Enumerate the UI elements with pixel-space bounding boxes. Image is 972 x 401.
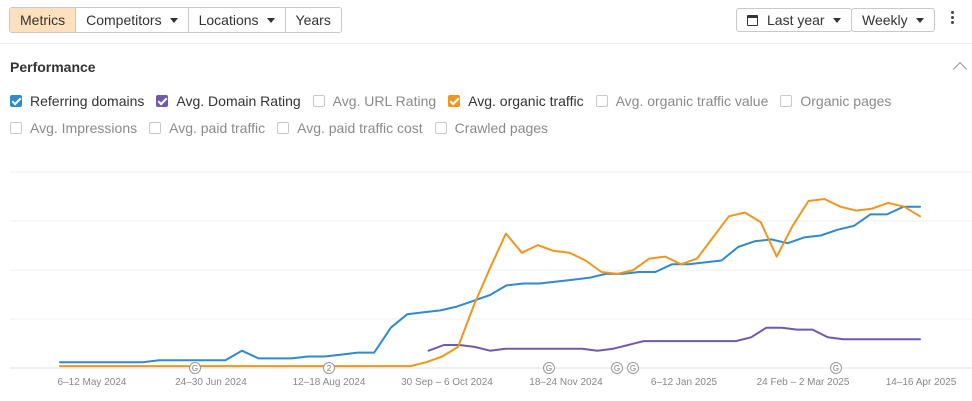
metrics-row-2: Avg. Impressions Avg. paid traffic Avg. pa… bbox=[10, 120, 560, 136]
tab-locations[interactable]: Locations bbox=[188, 8, 286, 32]
tab-competitors[interactable]: Competitors bbox=[76, 8, 189, 32]
checkbox-unchecked-icon[interactable] bbox=[149, 122, 162, 134]
event-marker bbox=[611, 362, 623, 374]
performance-chart: 6–12 May 2024 24–30 Jun 2024 12–18 Aug 202… bbox=[10, 171, 972, 388]
event-marker bbox=[323, 362, 335, 374]
checkbox-unchecked-icon[interactable] bbox=[780, 95, 793, 107]
event-marker-label: G bbox=[630, 364, 636, 373]
metric-label: Referring domains bbox=[30, 93, 145, 109]
metric-toggle-avg-domain-rating[interactable]: Avg. Domain Rating bbox=[156, 93, 301, 109]
metric-label: Avg. organic traffic value bbox=[615, 93, 769, 109]
period-label: Last year bbox=[767, 12, 825, 28]
chevron-down-icon bbox=[266, 17, 275, 23]
metric-toggle-organic-pages[interactable]: Organic pages bbox=[780, 93, 891, 109]
x-tick-label: 6–12 May 2024 bbox=[58, 377, 127, 388]
metric-toggle-referring-domains[interactable]: Referring domains bbox=[10, 93, 144, 109]
metric-toggle-avg-impressions[interactable]: Avg. Impressions bbox=[10, 120, 137, 136]
event-marker-label: G bbox=[833, 364, 839, 373]
metric-label: Organic pages bbox=[800, 93, 892, 109]
tab-years-label: Years bbox=[295, 12, 331, 28]
x-tick-label: 24 Feb – 2 Mar 2025 bbox=[757, 377, 850, 388]
x-tick-label: 12–18 Aug 2024 bbox=[293, 377, 366, 388]
metrics-row-1: Referring domains Avg. Domain Rating Avg. … bbox=[10, 93, 903, 109]
toolbar: Metrics Competitors Locations Years Last… bbox=[0, 0, 972, 44]
event-marker bbox=[189, 362, 201, 374]
checkbox-unchecked-icon[interactable] bbox=[10, 122, 22, 134]
chevron-down-icon bbox=[915, 17, 924, 23]
metric-label: Crawled pages bbox=[454, 120, 549, 136]
series-line-referring-domains bbox=[59, 205, 921, 364]
tab-years[interactable]: Years bbox=[285, 8, 341, 32]
x-tick-label: 6–12 Jan 2025 bbox=[651, 377, 718, 388]
view-segmented-control: Metrics Competitors Locations Years bbox=[9, 7, 342, 33]
series-line-avg-organic-traffic bbox=[59, 198, 921, 368]
interval-label: Weekly bbox=[862, 12, 908, 28]
checkbox-checked-icon[interactable] bbox=[10, 95, 22, 107]
series-line-avg-domain-rating bbox=[427, 326, 921, 352]
metric-toggle-avg-paid-traffic[interactable]: Avg. paid traffic bbox=[149, 120, 265, 136]
chevron-down-icon bbox=[169, 17, 178, 23]
event-marker-label: G bbox=[192, 364, 198, 373]
metric-label: Avg. paid traffic cost bbox=[297, 120, 423, 136]
metric-label: Avg. Impressions bbox=[30, 120, 138, 136]
tab-competitors-label: Competitors bbox=[86, 12, 162, 28]
chevron-down-icon bbox=[832, 17, 841, 23]
checkbox-unchecked-icon[interactable] bbox=[312, 95, 325, 107]
checkbox-checked-icon[interactable] bbox=[156, 95, 169, 107]
checkbox-checked-icon[interactable] bbox=[448, 95, 461, 107]
x-tick-label: 24–30 Jun 2024 bbox=[175, 377, 247, 388]
x-tick-label: 14–16 Apr 2025 bbox=[886, 377, 957, 388]
metric-toggle-avg-url-rating[interactable]: Avg. URL Rating bbox=[312, 93, 437, 109]
metric-toggle-avg-organic-traffic-value[interactable]: Avg. organic traffic value bbox=[595, 93, 769, 109]
period-dropdown[interactable]: Last year bbox=[736, 8, 852, 32]
event-marker bbox=[830, 362, 842, 374]
event-marker bbox=[543, 362, 555, 374]
checkbox-unchecked-icon[interactable] bbox=[595, 95, 608, 107]
checkbox-unchecked-icon[interactable] bbox=[277, 122, 290, 134]
tab-metrics-label: Metrics bbox=[20, 12, 66, 28]
interval-dropdown[interactable]: Weekly bbox=[851, 8, 935, 32]
metric-label: Avg. organic traffic bbox=[468, 93, 584, 109]
metric-toggle-crawled-pages[interactable]: Crawled pages bbox=[434, 120, 549, 136]
section-title: Performance bbox=[10, 59, 96, 75]
event-marker-label: G bbox=[546, 364, 552, 373]
metric-label: Avg. paid traffic bbox=[169, 120, 266, 136]
event-marker-label: 2 bbox=[327, 364, 332, 373]
event-marker bbox=[627, 362, 639, 374]
event-marker-label: G bbox=[614, 364, 620, 373]
metric-label: Avg. URL Rating bbox=[332, 93, 437, 109]
metric-label: Avg. Domain Rating bbox=[176, 93, 301, 109]
more-options-icon[interactable] bbox=[948, 11, 956, 27]
x-tick-label: 30 Sep – 6 Oct 2024 bbox=[401, 377, 493, 388]
checkbox-unchecked-icon[interactable] bbox=[434, 122, 447, 134]
calendar-icon bbox=[747, 14, 758, 26]
tab-locations-label: Locations bbox=[198, 12, 259, 28]
divider bbox=[0, 43, 972, 44]
x-tick-label: 18–24 Nov 2024 bbox=[529, 377, 603, 388]
metric-toggle-avg-organic-traffic[interactable]: Avg. organic traffic bbox=[448, 93, 584, 109]
metric-toggle-avg-paid-traffic-cost[interactable]: Avg. paid traffic cost bbox=[277, 120, 423, 136]
tab-metrics[interactable]: Metrics bbox=[10, 8, 77, 32]
chevron-up-icon[interactable] bbox=[952, 61, 968, 77]
